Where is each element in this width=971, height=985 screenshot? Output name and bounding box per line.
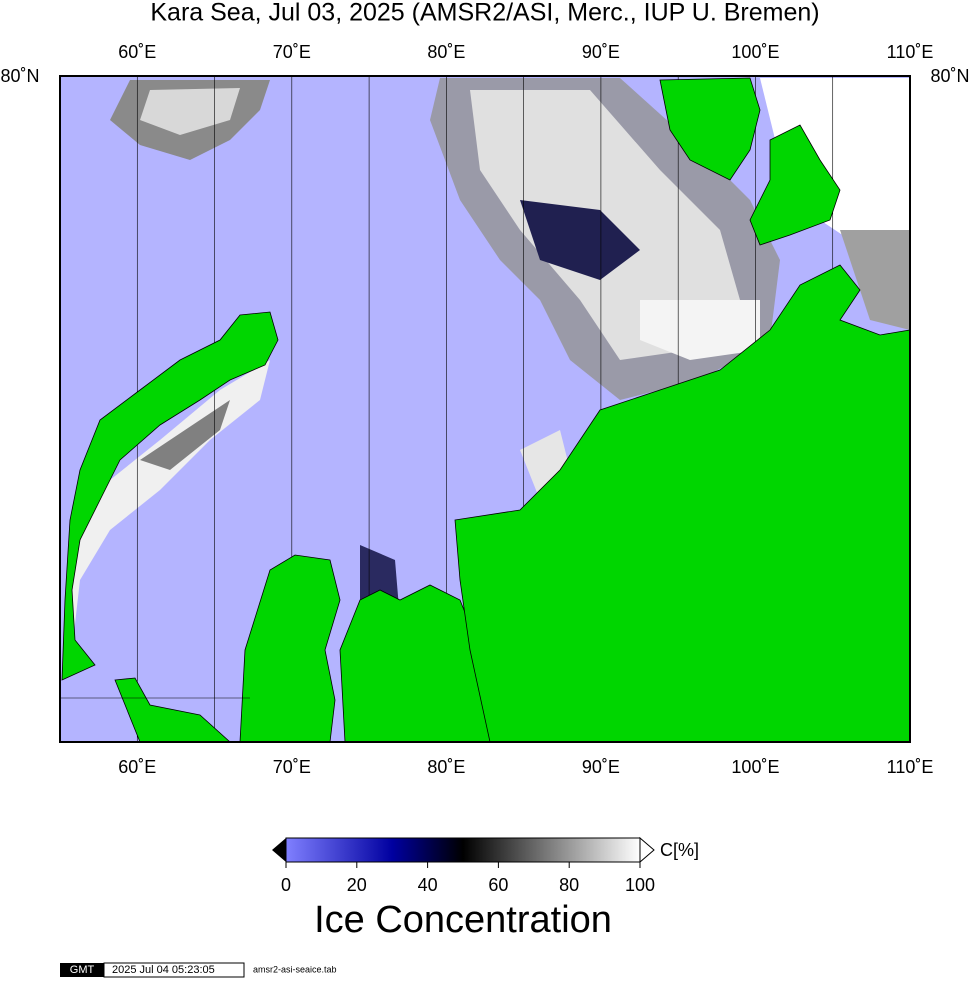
lon-label-bottom: 100˚E — [731, 757, 779, 777]
colorbar-tick-label: 20 — [347, 875, 367, 895]
lat-label-right: 80˚N — [930, 66, 969, 86]
severnaya-zemlya-n — [659, 77, 761, 181]
lat-label-left: 80˚N — [0, 66, 39, 86]
colorbar-unit: C[%] — [660, 840, 699, 860]
file-name: amsr2-asi-seaice.tab — [253, 964, 337, 974]
map — [59, 75, 911, 743]
logo-box — [60, 963, 104, 977]
colorbar: C[%] Ice Concentration 0 20 40 60 80 100 — [272, 836, 699, 941]
novaya-zemlya — [61, 311, 279, 681]
yamal — [239, 554, 341, 743]
lon-label-top: 80˚E — [427, 42, 465, 62]
lon-label-bottom: 80˚E — [427, 757, 465, 777]
map-frame — [59, 75, 911, 743]
land — [61, 77, 911, 743]
colorbar-tick-label: 100 — [625, 875, 655, 895]
colorbar-ramp — [285, 837, 641, 863]
colorbar-tick-label: 60 — [488, 875, 508, 895]
colorbar-low-end — [272, 838, 286, 862]
colorbar-tick-label: 80 — [559, 875, 579, 895]
lon-label-bottom: 60˚E — [118, 757, 156, 777]
lon-label-bottom: 110˚E — [887, 757, 934, 777]
lon-label-top: 60˚E — [118, 42, 156, 62]
lon-label-top: 90˚E — [582, 42, 620, 62]
timestamp: 2025 Jul 04 05:23:05 — [112, 964, 215, 976]
footer: GMT 2025 Jul 04 05:23:05 amsr2-asi-seaic… — [60, 962, 337, 978]
colorbar-tick-label: 40 — [418, 875, 438, 895]
severnaya-zemlya-s — [749, 124, 841, 246]
lon-label-top: 100˚E — [731, 42, 779, 62]
lon-label-top: 110˚E — [887, 42, 934, 62]
colorbar-title: Ice Concentration — [314, 899, 612, 941]
colorbar-high-end — [639, 836, 655, 864]
colorbar-tick-label: 0 — [281, 875, 291, 895]
taymyr — [454, 264, 911, 743]
lon-label-bottom: 70˚E — [273, 757, 311, 777]
title: Kara Sea, Jul 03, 2025 (AMSR2/ASI, Merc.… — [150, 0, 819, 27]
sea-ice — [70, 78, 910, 650]
lon-label-bottom: 90˚E — [582, 757, 620, 777]
lon-label-top: 70˚E — [273, 42, 311, 62]
timestamp-box — [103, 962, 245, 978]
logo: GMT — [70, 964, 95, 976]
